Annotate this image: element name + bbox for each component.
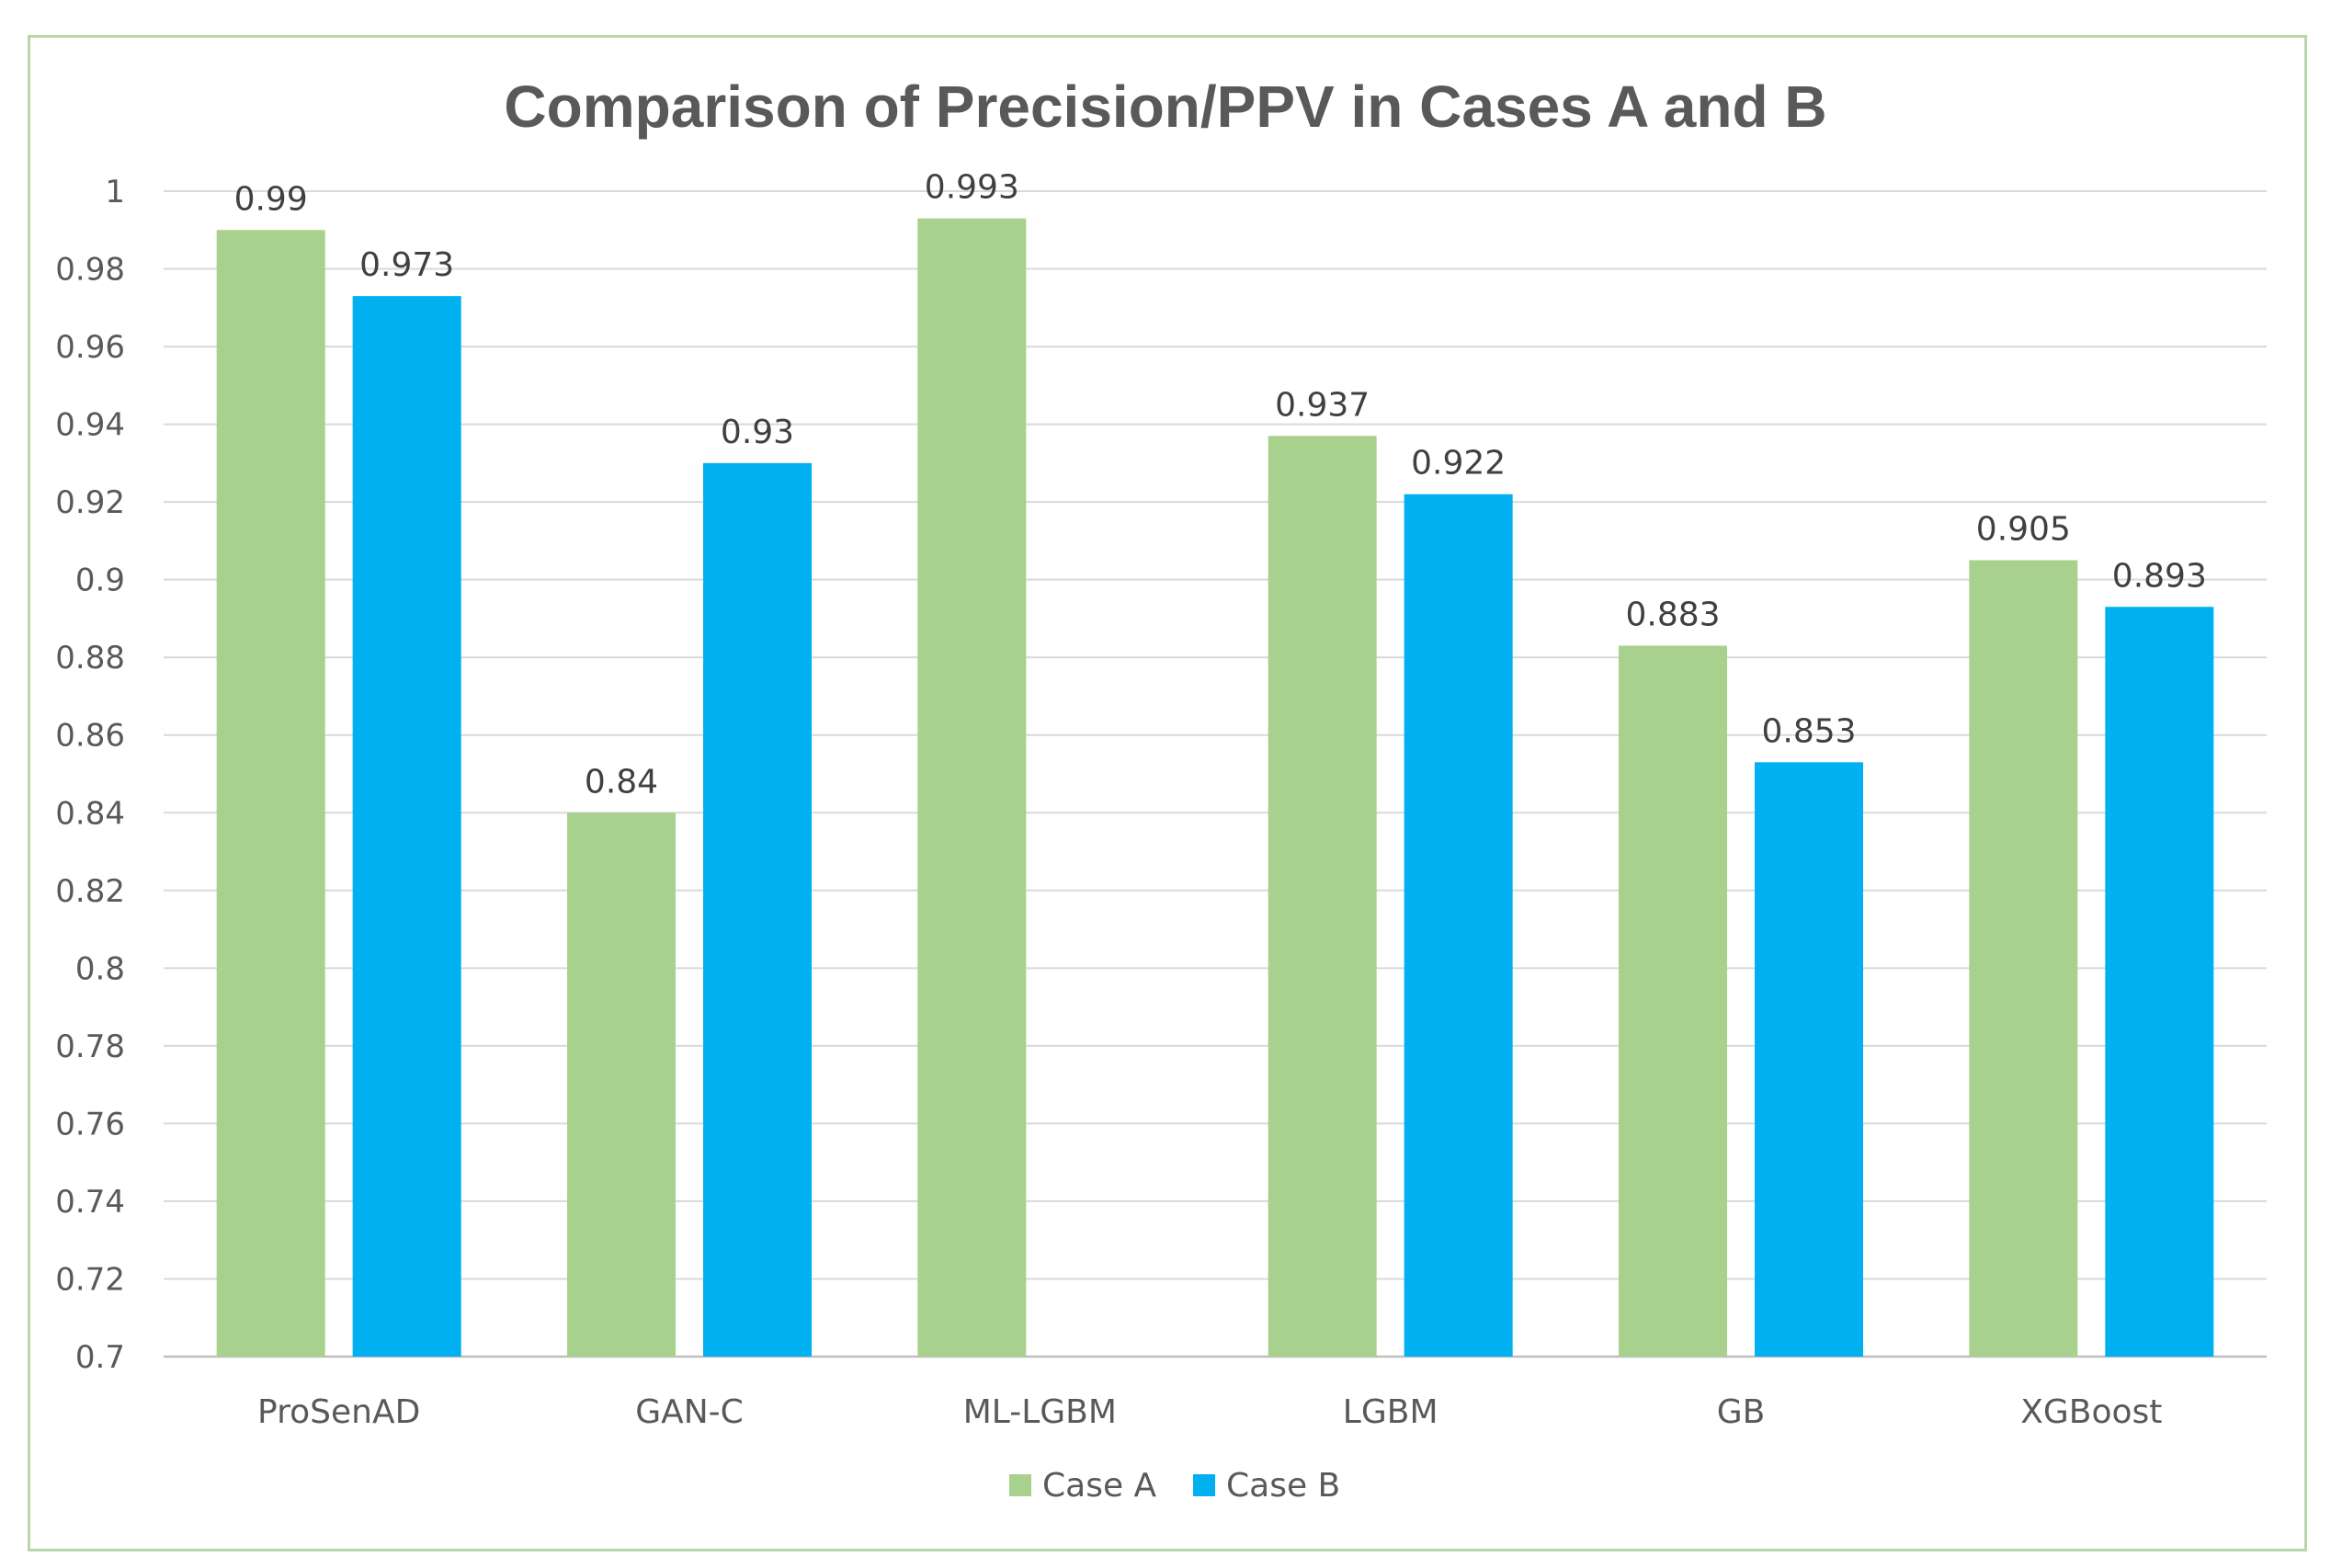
gridlines	[164, 190, 2267, 1358]
data-label: 0.993	[925, 169, 1019, 207]
data-label: 0.99	[234, 180, 308, 218]
bar-case-a-xgboost	[1969, 560, 2078, 1357]
bar-case-b-gan-c	[703, 462, 812, 1357]
bar-case-b-prosenad	[352, 296, 461, 1357]
y-tick-label: 0.74	[55, 1184, 125, 1221]
legend-swatch	[1009, 1474, 1031, 1496]
data-label: 0.84	[585, 763, 658, 801]
chart-title: Comparison of Precision/PPV in Cases A a…	[504, 74, 1826, 140]
y-tick-label: 0.96	[55, 329, 125, 366]
data-labels: 0.99 0.973 0.84 0.93 0.993 0.937 0.922 0.883 0.8…	[234, 169, 2207, 801]
x-tick-label: ProSenAD	[257, 1393, 420, 1431]
data-label: 0.883	[1625, 597, 1720, 634]
y-tick-label: 0.76	[55, 1106, 125, 1142]
data-label: 0.973	[359, 246, 454, 284]
y-tick-label: 0.94	[55, 407, 125, 444]
data-label: 0.937	[1275, 386, 1370, 424]
x-tick-label: ML-LGBM	[963, 1393, 1117, 1431]
bar-case-a-ml-lgbm	[917, 218, 1027, 1357]
y-tick-label: 0.86	[55, 718, 125, 755]
x-tick-label: GAN-C	[635, 1393, 744, 1431]
y-tick-label: 0.92	[55, 484, 125, 521]
y-tick-label: 0.72	[55, 1261, 125, 1298]
data-label: 0.905	[1976, 511, 2071, 549]
y-tick-label: 0.7	[75, 1339, 125, 1376]
bar-case-a-lgbm	[1268, 436, 1377, 1357]
data-label: 0.922	[1411, 445, 1506, 483]
bar-case-b-lgbm	[1404, 494, 1513, 1357]
bar-case-a-gb	[1619, 645, 1727, 1357]
y-tick-label: 0.8	[75, 950, 125, 987]
x-axis: ProSenAD GAN-C ML-LGBM LGBM GB XGBoost	[257, 1393, 2162, 1431]
y-tick-label: 1	[105, 174, 125, 210]
legend-label: Case A	[1042, 1467, 1157, 1505]
y-tick-label: 0.88	[55, 640, 125, 676]
legend-label: Case B	[1226, 1467, 1340, 1505]
bar-case-a-gan-c	[567, 812, 676, 1357]
x-tick-label: LGBM	[1343, 1393, 1438, 1431]
legend: Case A Case B	[1009, 1467, 1340, 1505]
bars	[216, 218, 2214, 1358]
y-axis: 0.7 0.72 0.74 0.76 0.78 0.8 0.82 0.84 0.86 0.88 0.…	[55, 174, 125, 1376]
bar-case-b-xgboost	[2105, 607, 2214, 1357]
y-tick-label: 0.98	[55, 252, 125, 289]
bar-case-a-prosenad	[216, 230, 325, 1358]
data-label: 0.893	[2112, 557, 2207, 595]
y-tick-label: 0.82	[55, 873, 125, 910]
y-tick-label: 0.84	[55, 795, 125, 832]
data-label: 0.93	[721, 414, 794, 451]
legend-swatch	[1193, 1474, 1215, 1496]
bar-case-b-gb	[1755, 762, 1863, 1357]
y-tick-label: 0.78	[55, 1028, 125, 1065]
y-tick-label: 0.9	[75, 562, 125, 599]
x-tick-label: XGBoost	[2020, 1393, 2162, 1431]
data-label: 0.853	[1761, 712, 1856, 750]
x-tick-label: GB	[1717, 1393, 1766, 1431]
